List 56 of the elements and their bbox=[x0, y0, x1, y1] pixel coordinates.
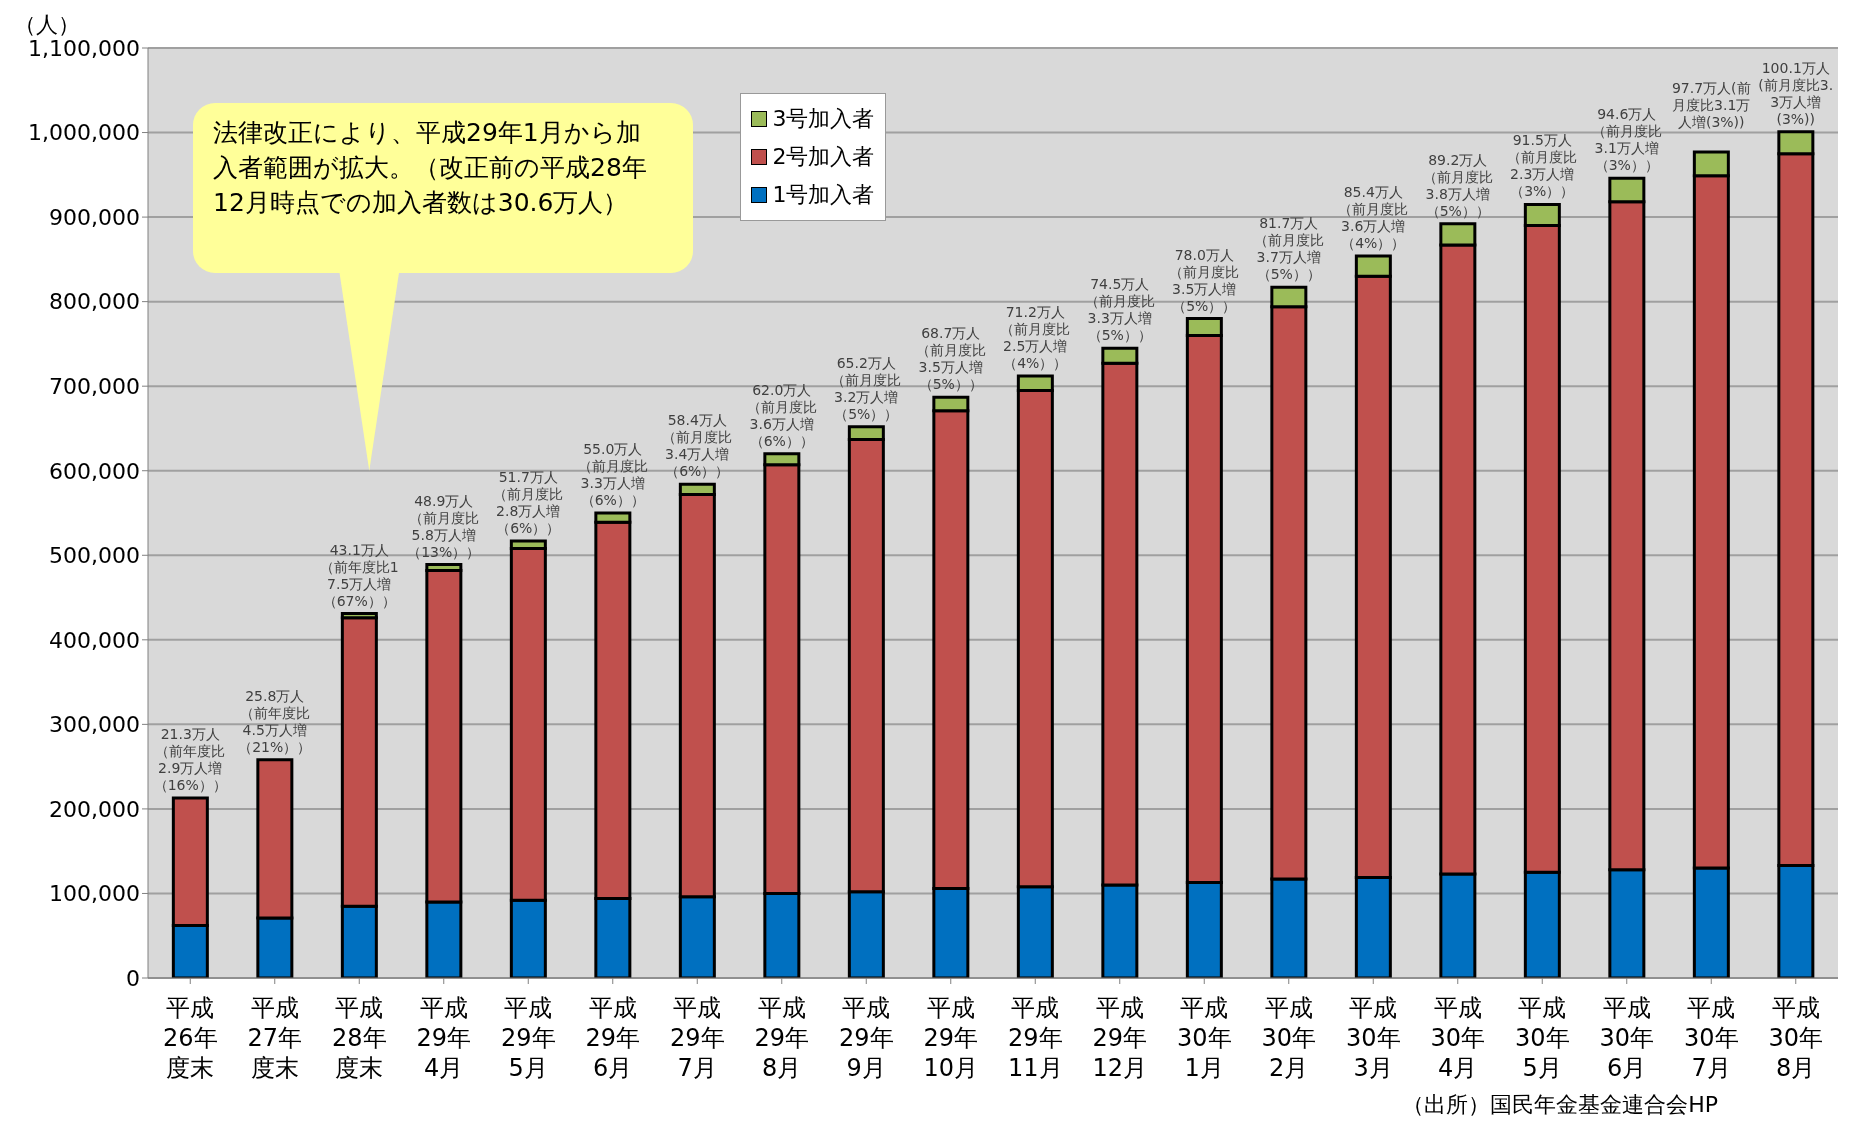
total-label: 62.0万人（前月度比3.6万人増（6%）） bbox=[745, 381, 818, 450]
total-label: 55.0万人（前月度比3.3万人増（6%）） bbox=[576, 441, 649, 509]
x-tick-label: 平成29年6月 bbox=[585, 994, 641, 1082]
total-label: 94.6万人（前月度比3.1万人増（3%）） bbox=[1590, 106, 1663, 175]
x-tick-label: 平成30年3月 bbox=[1345, 994, 1401, 1082]
legend-label: 1号加入者 bbox=[772, 181, 875, 209]
x-tick-label: 平成29年8月 bbox=[754, 994, 810, 1082]
total-label: 89.2万人（前月度比3.8万人増（5%）） bbox=[1421, 151, 1494, 220]
total-label: 97.7万人(前月度比3.1万人増(3%)) bbox=[1671, 79, 1752, 131]
legend-label: 3号加入者 bbox=[772, 105, 875, 133]
total-label: 43.1万人（前年度比17.5万人増（67%）） bbox=[319, 541, 400, 610]
total-label: 78.0万人（前月度比3.5万人増（5%）） bbox=[1168, 246, 1241, 315]
x-tick-label: 平成29年5月 bbox=[500, 994, 556, 1082]
y-tick-label: 300,000 bbox=[49, 712, 140, 738]
total-label: 21.3万人（前年度比2.9万人増（16%）） bbox=[152, 725, 228, 794]
total-label: 65.2万人（前月度比3.2万人増（5%）） bbox=[830, 354, 903, 423]
y-tick-label: 600,000 bbox=[49, 458, 140, 484]
text: （出所）国民年金基金連合会HP bbox=[1402, 1091, 1718, 1119]
x-tick-label: 平成28年度末 bbox=[331, 994, 387, 1082]
x-tick-label: 平成30年5月 bbox=[1514, 994, 1570, 1082]
total-label: 25.8万人（前年度比4.5万人増（21%）） bbox=[237, 687, 313, 756]
y-tick-label: 700,000 bbox=[49, 373, 140, 399]
y-tick-label: 400,000 bbox=[49, 627, 140, 653]
y-tick-label: 800,000 bbox=[49, 289, 140, 315]
x-tick-label: 平成29年10月 bbox=[923, 994, 979, 1082]
x-tick-label: 平成30年8月 bbox=[1768, 994, 1824, 1082]
y-tick-label: 200,000 bbox=[49, 796, 140, 822]
total-label: 58.4万人（前月度比3.4万人増（6%）） bbox=[661, 412, 734, 481]
x-tick-label: 平成30年1月 bbox=[1176, 994, 1232, 1082]
total-label: 100.1万人(前月度比3.3万人増(3%)) bbox=[1757, 59, 1835, 128]
x-tick-label: 平成29年11月 bbox=[1007, 994, 1063, 1082]
annotation: 法律改正により、平成29年1月から加入者範囲が拡大。（改正前の平成28年12月時点での加入者数は30.6万人） bbox=[213, 117, 648, 219]
x-tick-label: 平成29年12月 bbox=[1092, 994, 1148, 1082]
x-tick-label: 平成26年度末 bbox=[162, 994, 218, 1082]
y-tick-label: 500,000 bbox=[49, 543, 140, 569]
x-tick-label: 平成29年9月 bbox=[838, 994, 894, 1082]
y-tick-label: 100,000 bbox=[49, 881, 140, 907]
y-tick-label: 1,000,000 bbox=[28, 120, 140, 146]
x-tick-label: 平成30年2月 bbox=[1261, 994, 1317, 1082]
x-tick-label: 平成29年4月 bbox=[416, 994, 472, 1082]
x-tick-label: 平成27年度末 bbox=[247, 994, 303, 1082]
total-label: 51.7万人（前月度比2.8万人増（6%）） bbox=[492, 468, 565, 537]
total-label: 91.5万人（前月度比2.3万人増（3%）） bbox=[1506, 132, 1579, 201]
total-label: 48.9万人（前月度比5.8万人増（13%）） bbox=[406, 492, 482, 561]
total-label: 74.5万人（前月度比3.3万人増（5%）） bbox=[1083, 276, 1156, 345]
total-label: 68.7万人（前月度比3.5万人増（5%）） bbox=[914, 325, 987, 394]
x-tick-label: 平成30年4月 bbox=[1430, 994, 1486, 1082]
total-label: 71.2万人（前月度比2.5万人増（4%）） bbox=[999, 304, 1072, 373]
x-tick-label: 平成30年7月 bbox=[1683, 994, 1739, 1082]
x-tick-label: 平成29年7月 bbox=[669, 994, 725, 1082]
total-label: 81.7万人（前月度比3.7万人増（5%）） bbox=[1252, 215, 1325, 284]
total-label: 85.4万人（前月度比3.6万人増（4%）） bbox=[1337, 183, 1410, 252]
y-tick-label: 900,000 bbox=[49, 204, 140, 230]
legend-label: 2号加入者 bbox=[772, 143, 875, 171]
x-tick-label: 平成30年6月 bbox=[1599, 994, 1655, 1082]
y-tick-label: 0 bbox=[126, 965, 140, 991]
